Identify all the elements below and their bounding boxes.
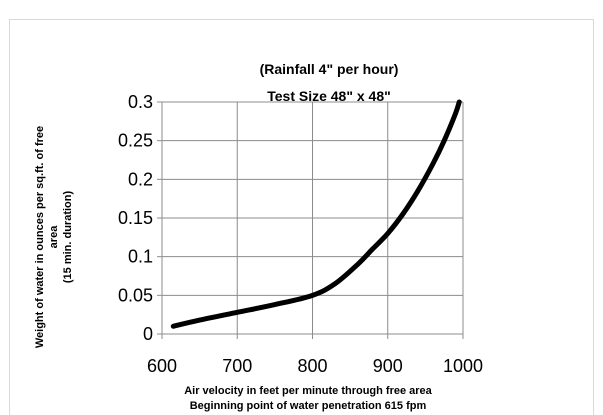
x-tick-labels: 600 700 800 900 1000 — [147, 356, 483, 376]
y-tick-labels: 0 0.05 0.1 0.15 0.2 0.25 0.3 — [118, 92, 153, 344]
chart-frame — [9, 19, 594, 415]
x-tick-label: 800 — [297, 356, 327, 376]
x-tick-label: 1000 — [443, 356, 483, 376]
x-axis-label-line-1: Air velocity in feet per minute through … — [184, 385, 432, 397]
chart-title-line-2: Test Size 48" x 48" — [267, 88, 391, 104]
series-layer — [170, 99, 462, 329]
y-axis-label-line-2: area — [48, 225, 60, 249]
chart-title-line-1: (Rainfall 4" per hour) — [260, 61, 399, 77]
y-tick-label: 0.15 — [118, 208, 153, 228]
y-tick-label: 0.2 — [128, 169, 153, 189]
y-tick-label: 0.3 — [128, 92, 153, 112]
x-tick-label: 600 — [147, 356, 177, 376]
grid — [162, 101, 464, 334]
y-tick-label: 0.25 — [118, 131, 153, 151]
y-axis-label-line-1: Weight of water in ounces per sq.ft. of … — [34, 126, 46, 348]
x-axis-label-line-2: Beginning point of water penetration 615… — [190, 400, 427, 412]
y-axis-label-line-3: (15 min. duration) — [62, 191, 74, 284]
y-tick-label: 0.1 — [128, 247, 153, 267]
series-line — [170, 99, 462, 329]
axes — [157, 101, 464, 339]
y-tick-label: 0 — [143, 324, 153, 344]
x-tick-label: 700 — [222, 356, 252, 376]
y-tick-label: 0.05 — [118, 285, 153, 305]
x-tick-label: 900 — [373, 356, 403, 376]
